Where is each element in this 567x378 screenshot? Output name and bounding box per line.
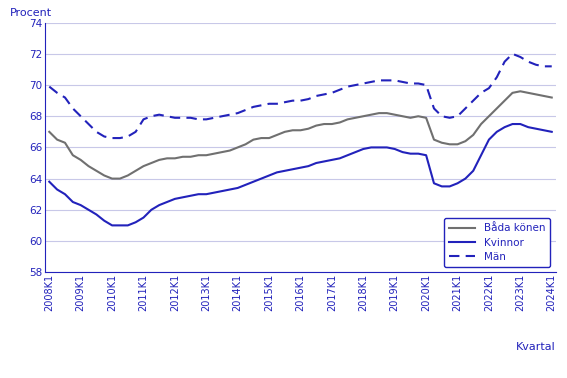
Män: [532, 62, 539, 67]
Kvinnor: [509, 122, 516, 126]
Kvinnor: [203, 192, 210, 197]
Båda könen: [548, 95, 555, 100]
Män: [485, 86, 492, 90]
Båda könen: [313, 123, 320, 128]
Män: [109, 136, 116, 140]
Män: [171, 116, 178, 120]
Text: Kvartal: Kvartal: [516, 342, 556, 352]
Män: [46, 84, 53, 89]
Båda könen: [46, 130, 53, 134]
Män: [313, 94, 320, 98]
Kvinnor: [109, 223, 116, 228]
Kvinnor: [532, 126, 539, 131]
Legend: Båda könen, Kvinnor, Män: Båda könen, Kvinnor, Män: [444, 218, 551, 267]
Män: [548, 64, 555, 69]
Kvinnor: [266, 173, 273, 178]
Kvinnor: [313, 161, 320, 165]
Båda könen: [109, 176, 116, 181]
Kvinnor: [485, 137, 492, 142]
Båda könen: [532, 92, 539, 97]
Män: [266, 102, 273, 106]
Line: Kvinnor: Kvinnor: [49, 124, 552, 225]
Båda könen: [266, 136, 273, 140]
Kvinnor: [171, 197, 178, 201]
Män: [203, 117, 210, 122]
Line: Båda könen: Båda könen: [49, 91, 552, 179]
Män: [509, 52, 516, 56]
Båda könen: [171, 156, 178, 161]
Båda könen: [485, 114, 492, 119]
Text: Procent: Procent: [10, 8, 52, 18]
Kvinnor: [548, 130, 555, 134]
Kvinnor: [46, 180, 53, 184]
Båda könen: [203, 153, 210, 158]
Båda könen: [517, 89, 524, 94]
Line: Män: Män: [49, 54, 552, 138]
